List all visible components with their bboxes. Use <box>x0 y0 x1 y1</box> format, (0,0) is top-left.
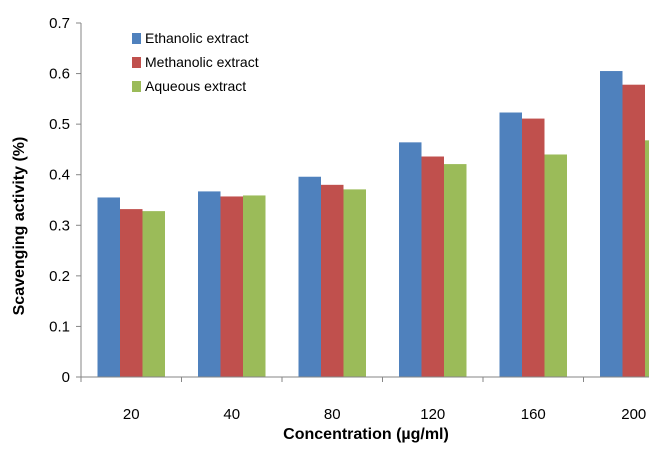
x-tick-label: 160 <box>521 406 546 423</box>
bar-methanolic-20 <box>120 209 143 377</box>
legend-label-methanolic: Methanolic extract <box>145 54 259 70</box>
y-tick-label: 0.6 <box>49 66 70 83</box>
bar-methanolic-120 <box>422 157 445 377</box>
bar-ethanolic-160 <box>500 113 523 377</box>
bar-ethanolic-80 <box>299 177 322 377</box>
bar-methanolic-40 <box>221 196 244 377</box>
bar-methanolic-160 <box>522 119 545 377</box>
bar-aqueous-160 <box>545 154 568 377</box>
legend: Ethanolic extract Methanolic extract Aqueo… <box>132 30 259 94</box>
x-axis-title: Concentration (µg/ml) <box>283 426 449 443</box>
y-axis-title: Scavenging activity (%) <box>11 137 28 316</box>
y-tick-label: 0.3 <box>49 217 70 234</box>
bar-aqueous-40 <box>243 195 266 377</box>
y-tick-label: 0.4 <box>49 167 70 184</box>
x-tick-label: 40 <box>223 406 240 423</box>
bar-ethanolic-20 <box>98 197 121 377</box>
y-tick-label: 0.1 <box>49 318 70 335</box>
legend-swatch-methanolic <box>132 57 141 68</box>
bar-ethanolic-40 <box>198 191 221 377</box>
bars-group <box>98 71 649 377</box>
y-tick-label: 0 <box>62 369 70 386</box>
bar-methanolic-200 <box>623 85 646 377</box>
legend-swatch-ethanolic <box>132 33 141 44</box>
y-tick-label: 0.5 <box>49 116 70 133</box>
y-tick-label: 0.7 <box>49 15 70 32</box>
bar-aqueous-80 <box>344 189 367 377</box>
bar-methanolic-80 <box>321 185 344 377</box>
bar-aqueous-200 <box>645 140 649 377</box>
x-tick-label: 200 <box>621 406 646 423</box>
bar-aqueous-20 <box>143 211 166 377</box>
bar-ethanolic-200 <box>600 71 623 377</box>
legend-label-aqueous: Aqueous extract <box>145 78 246 94</box>
bar-ethanolic-120 <box>399 142 422 377</box>
legend-swatch-aqueous <box>132 81 141 92</box>
x-tick-label: 80 <box>324 406 341 423</box>
x-tick-label: 120 <box>420 406 445 423</box>
legend-label-ethanolic: Ethanolic extract <box>145 30 249 46</box>
bar-aqueous-120 <box>444 164 467 377</box>
x-tick-label: 20 <box>123 406 140 423</box>
y-tick-label: 0.2 <box>49 268 70 285</box>
